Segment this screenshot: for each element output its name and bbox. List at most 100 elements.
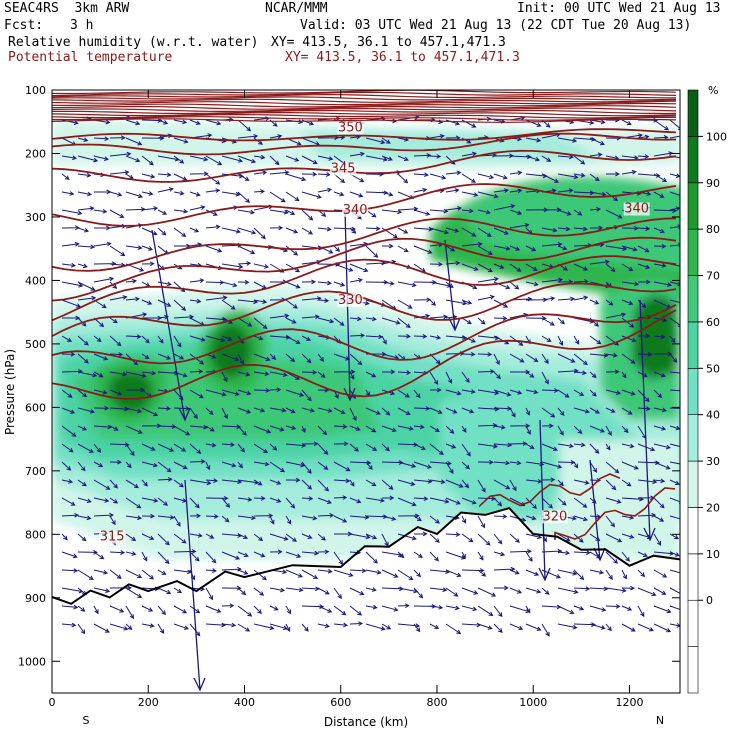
wind-arrow [205,478,219,483]
wind-arrow [429,443,444,456]
wind-arrow [237,443,245,453]
wind-arrow [269,387,282,393]
wind-arrow [589,299,600,305]
wind-arrow [269,209,289,215]
wind-arrow [493,406,513,411]
wind-arrow [253,353,271,362]
wind-arrow [205,119,222,126]
wind-arrow [93,424,113,430]
wind-arrow [221,155,244,163]
wind-arrow [381,335,387,345]
wind-arrow [413,569,422,578]
wind-arrow [333,495,348,500]
wind-arrow [605,604,621,609]
wind-arrow [269,497,282,503]
wind-arrow [557,389,570,398]
colorbar-swatch [687,599,699,647]
wind-arrow [189,513,202,519]
wind-arrow [509,389,523,395]
wind-arrow [365,604,378,610]
wind-arrow [109,497,119,504]
wind-arrow [317,298,330,303]
wind-arrow [573,335,580,345]
wind-arrow [269,407,287,413]
wind-arrow [125,334,142,339]
wind-arrow [141,513,156,519]
wind-arrow [349,407,357,422]
wind-arrow [605,479,617,491]
wind-arrow [221,263,244,269]
wind-arrow [93,371,104,378]
wind-arrow [477,479,486,493]
wind-arrow [93,405,110,411]
wind-arrow [61,497,76,506]
wind-arrow [125,605,134,620]
wind-arrow [541,623,550,637]
wind-arrow [189,369,204,374]
wind-arrow [525,371,535,378]
wind-arrow [317,353,325,362]
wind-arrow [669,299,680,304]
wind-arrow [189,479,212,486]
field-rh-xy: XY= 413.5, 36.1 to 457.1,471.3 [271,35,506,50]
wind-arrow [397,227,409,234]
wind-arrow [173,587,183,594]
wind-arrow [477,276,499,283]
wind-arrow [573,172,586,178]
wind-arrow [61,191,75,196]
field-theta-label: Potential temperature [8,50,173,65]
model-name: SEAC4RS 3km ARW [4,1,130,16]
wind-arrow [221,622,237,628]
wind-arrow [237,569,249,575]
wind-arrow [605,587,627,593]
wind-arrow [349,587,365,596]
wind-arrow [669,497,680,504]
wind-arrow [301,314,320,320]
wind-arrow [77,244,96,250]
wind-arrow [381,369,396,375]
wind-arrow [157,605,166,616]
wind-arrow [61,173,70,180]
wind-arrow [301,425,306,433]
wind-arrow [381,443,390,452]
wind-arrow [269,191,286,203]
wind-arrow [381,209,403,215]
wind-arrow [189,298,202,304]
wind-arrow [77,206,95,211]
wind-arrow [461,191,479,197]
wind-arrow [653,263,667,268]
wind-arrow [605,443,611,451]
wind-arrow [77,623,86,635]
wind-arrow [621,407,633,415]
wind-arrow [173,227,187,238]
theta-contour-line [52,217,677,272]
wind-arrow [205,295,228,301]
colorbar-label: 10 [706,548,720,561]
wind-arrow [349,191,364,198]
wind-arrow [205,442,217,448]
wind-arrow [589,152,603,158]
wind-arrow [669,371,680,374]
wind-arrow [141,335,150,344]
wind-arrow [445,497,461,505]
wind-arrow [237,133,259,139]
wind-arrow [541,317,555,326]
wind-arrow [269,134,283,139]
wind-arrow [589,623,606,630]
theta-contour-line [52,109,677,115]
wind-arrow [477,459,494,465]
theta-contour-line [52,114,677,119]
wind-arrow [493,315,508,321]
theta-contour-line [52,102,677,108]
theta-contour-line [52,309,677,400]
wind-arrow [157,443,175,452]
wind-arrow [445,245,456,252]
wind-arrow [77,549,98,555]
wind-arrow [237,371,251,377]
wind-arrow [77,263,88,269]
wind-arrow [237,209,256,215]
wind-arrow [61,443,74,453]
wind-arrow-strong [639,299,656,542]
wind-arrow [61,225,80,231]
wind-arrow [173,335,182,348]
